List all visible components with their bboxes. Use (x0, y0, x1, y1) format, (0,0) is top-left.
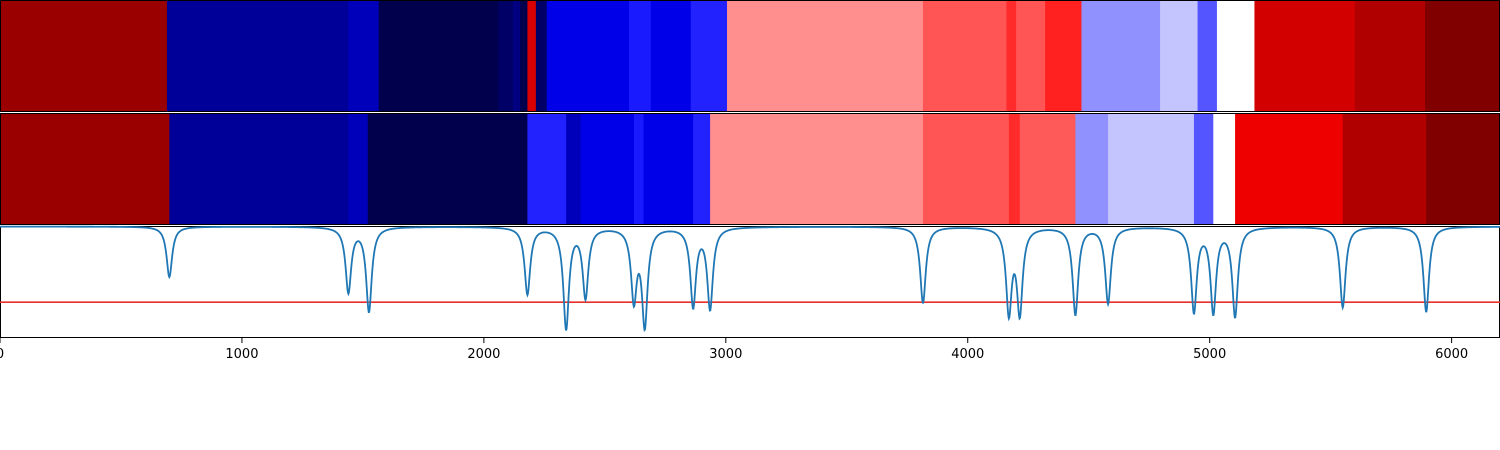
row-1-segment-17 (1016, 0, 1046, 112)
row-2-segment-12 (922, 113, 1010, 225)
row-2-segment-2 (169, 113, 349, 225)
row-1-segment-2 (166, 0, 349, 112)
heatmap-row-1 (0, 0, 1500, 112)
row-1-segment-19 (1081, 0, 1161, 112)
row-1-segment-9 (535, 0, 548, 112)
row-1-segment-1 (0, 0, 168, 112)
row-1-segment-10 (546, 0, 630, 112)
row-1-segment-24 (1354, 0, 1426, 112)
row-2-segment-15 (1075, 113, 1109, 225)
row-1-segment-14 (727, 0, 924, 112)
row-2-segment-11 (710, 113, 924, 225)
row-1-segment-20 (1160, 0, 1199, 112)
x-axis: 0 1000 2000 3000 4000 5000 6000 (0, 338, 1468, 362)
row-1-segment-22 (1216, 0, 1255, 112)
row-1-segment-6 (512, 0, 521, 112)
x-tick-label-4000: 4000 (951, 347, 984, 362)
row-1-segment-3 (348, 0, 380, 112)
signal-panel (0, 225, 1500, 338)
row-2-segment-7 (580, 113, 635, 225)
row-2-segment-6 (566, 113, 582, 225)
x-tick-label-2000: 2000 (467, 347, 500, 362)
x-tick-label-1000: 1000 (225, 347, 258, 362)
row-2-segment-3 (348, 113, 369, 225)
row-2-segment-16 (1108, 113, 1195, 225)
row-1-segment-15 (922, 0, 1007, 112)
row-1-segment-13 (690, 0, 728, 112)
row-2-segment-17 (1193, 113, 1214, 225)
row-2-segment-18 (1213, 113, 1236, 225)
row-2-segment-9 (643, 113, 694, 225)
row-1-segment-7 (520, 0, 528, 112)
row-1-segment-12 (650, 0, 692, 112)
signal-frame (0, 226, 1500, 338)
heatmap-row-2 (0, 113, 1500, 225)
row-2-segment-13 (1008, 113, 1021, 225)
row-1-segment-25 (1425, 0, 1500, 112)
row-2-segment-5 (527, 113, 567, 225)
row-1-segment-16 (1006, 0, 1017, 112)
row-2-segment-4 (367, 113, 528, 225)
row-1-segment-11 (629, 0, 652, 112)
x-tick-label-6000: 6000 (1435, 347, 1468, 362)
row-1-segment-23 (1254, 0, 1356, 112)
x-tick-label-3000: 3000 (709, 347, 742, 362)
row-1-segment-5 (498, 0, 514, 112)
row-2-segment-1 (0, 113, 170, 225)
row-1-segment-21 (1197, 0, 1218, 112)
row-2-segment-8 (633, 113, 645, 225)
x-tick-label-0: 0 (0, 347, 4, 362)
row-2-segment-21 (1426, 113, 1500, 225)
row-2-segment-10 (693, 113, 711, 225)
row-1-segment-8 (527, 0, 537, 112)
signal-line (0, 225, 1500, 332)
x-tick-label-5000: 5000 (1193, 347, 1226, 362)
row-2-segment-19 (1235, 113, 1344, 225)
row-1-segment-18 (1045, 0, 1082, 112)
row-2-segment-14 (1019, 113, 1076, 225)
row-2-segment-20 (1342, 113, 1427, 225)
row-1-segment-4 (378, 0, 499, 112)
